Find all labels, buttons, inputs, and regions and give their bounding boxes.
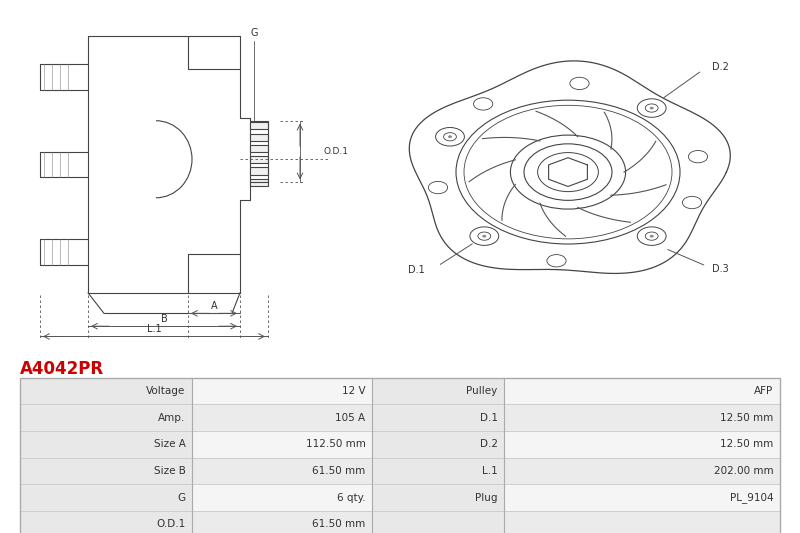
Bar	[20, 405, 192, 431]
Text: A: A	[210, 301, 218, 311]
Bar	[504, 405, 780, 431]
Bar	[372, 458, 504, 484]
Text: 61.50 mm: 61.50 mm	[312, 520, 366, 529]
Text: L.1: L.1	[482, 466, 498, 476]
Text: 105 A: 105 A	[335, 413, 366, 423]
Text: B: B	[161, 313, 167, 324]
Bar	[372, 511, 504, 533]
Bar	[192, 511, 372, 533]
Bar	[20, 431, 192, 458]
FancyBboxPatch shape	[250, 145, 268, 152]
Text: D.2: D.2	[480, 439, 498, 449]
Bar	[192, 458, 372, 484]
Text: D.2: D.2	[712, 62, 729, 72]
Bar	[192, 484, 372, 511]
Text: AFP: AFP	[754, 386, 774, 396]
Bar	[504, 431, 780, 458]
Text: Voltage: Voltage	[146, 386, 186, 396]
Bar	[504, 511, 780, 533]
Text: Amp.: Amp.	[158, 413, 186, 423]
Bar	[504, 484, 780, 511]
Text: D.1: D.1	[480, 413, 498, 423]
Bar	[504, 377, 780, 405]
Circle shape	[650, 107, 654, 109]
Text: 12 V: 12 V	[342, 386, 366, 396]
FancyBboxPatch shape	[250, 134, 268, 141]
Text: Size A: Size A	[154, 439, 186, 449]
Bar	[372, 484, 504, 511]
Text: A4042PR: A4042PR	[20, 360, 104, 377]
Text: G: G	[250, 28, 258, 38]
Bar	[20, 511, 192, 533]
FancyBboxPatch shape	[250, 156, 268, 163]
Bar	[192, 484, 372, 511]
Bar	[504, 511, 780, 533]
Text: O.D.1: O.D.1	[156, 520, 186, 529]
Bar	[372, 405, 504, 431]
Text: G: G	[178, 493, 186, 503]
Bar	[192, 431, 372, 458]
Bar	[372, 431, 504, 458]
Bar	[192, 377, 372, 405]
Bar	[372, 511, 504, 533]
Text: Plug: Plug	[475, 493, 498, 503]
Text: D.3: D.3	[712, 264, 729, 274]
Bar	[192, 431, 372, 458]
Bar	[192, 377, 372, 405]
Circle shape	[482, 235, 486, 237]
Text: Pulley: Pulley	[466, 386, 498, 396]
Bar	[20, 377, 780, 533]
Bar	[20, 484, 192, 511]
Bar	[504, 405, 780, 431]
Bar	[372, 405, 504, 431]
Bar	[504, 377, 780, 405]
Bar	[504, 458, 780, 484]
Text: PL_9104: PL_9104	[730, 492, 774, 503]
Bar	[192, 405, 372, 431]
Bar	[20, 458, 192, 484]
Bar	[372, 484, 504, 511]
FancyBboxPatch shape	[250, 122, 268, 130]
Text: 12.50 mm: 12.50 mm	[720, 439, 774, 449]
Bar	[192, 511, 372, 533]
Bar	[504, 458, 780, 484]
Text: 12.50 mm: 12.50 mm	[720, 413, 774, 423]
Bar	[20, 458, 192, 484]
Text: O.D.1: O.D.1	[324, 147, 349, 156]
Bar	[192, 458, 372, 484]
Bar	[372, 431, 504, 458]
Bar	[20, 377, 192, 405]
Bar	[372, 377, 504, 405]
Text: L.1: L.1	[146, 324, 162, 334]
FancyBboxPatch shape	[250, 179, 268, 186]
Bar	[372, 458, 504, 484]
Bar	[20, 405, 192, 431]
Text: D.1: D.1	[407, 264, 424, 274]
Circle shape	[650, 235, 654, 237]
Bar	[504, 431, 780, 458]
Bar	[20, 484, 192, 511]
Text: 202.00 mm: 202.00 mm	[714, 466, 774, 476]
Circle shape	[448, 136, 451, 138]
Text: 6 qty.: 6 qty.	[337, 493, 366, 503]
Bar	[504, 484, 780, 511]
Bar	[192, 405, 372, 431]
Bar	[20, 511, 192, 533]
FancyBboxPatch shape	[250, 167, 268, 175]
Bar	[20, 431, 192, 458]
Text: Size B: Size B	[154, 466, 186, 476]
Text: 112.50 mm: 112.50 mm	[306, 439, 366, 449]
Text: 61.50 mm: 61.50 mm	[312, 466, 366, 476]
Bar	[20, 377, 192, 405]
Bar	[372, 377, 504, 405]
